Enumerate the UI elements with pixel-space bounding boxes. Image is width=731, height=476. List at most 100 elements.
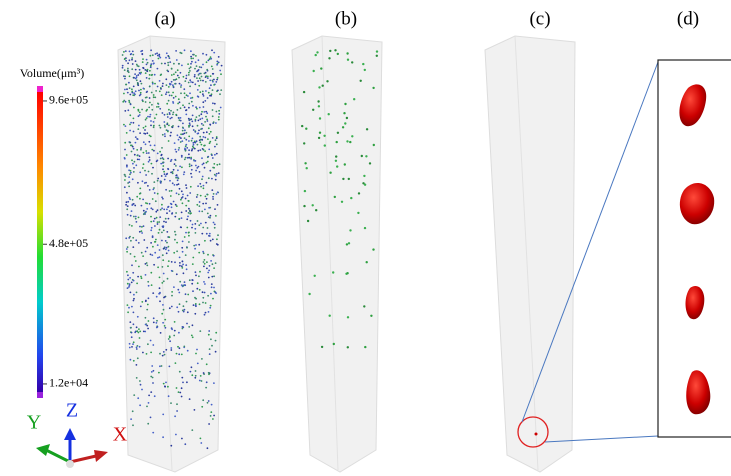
particle	[344, 103, 346, 105]
particle	[137, 182, 139, 184]
particle	[130, 170, 132, 172]
particle	[205, 222, 207, 224]
particle	[131, 59, 133, 61]
particle	[319, 132, 321, 134]
particle	[197, 220, 199, 222]
particle	[194, 377, 196, 379]
particle	[161, 175, 163, 177]
particle	[148, 107, 150, 109]
particle	[198, 59, 200, 61]
particle	[188, 74, 190, 76]
particle	[178, 218, 180, 220]
particle	[207, 97, 209, 99]
particle	[364, 346, 366, 348]
particle	[192, 125, 194, 127]
particle	[192, 146, 194, 148]
particle	[205, 312, 207, 314]
particle	[177, 103, 179, 105]
particle	[163, 221, 165, 223]
particle	[167, 158, 169, 160]
particle	[304, 190, 306, 192]
particle	[148, 297, 150, 299]
particle	[145, 324, 147, 326]
particle	[212, 167, 214, 169]
particle	[186, 132, 188, 134]
particle	[320, 67, 322, 69]
particle	[175, 151, 177, 153]
particle	[202, 80, 204, 82]
particle	[177, 346, 179, 348]
particle	[134, 256, 136, 258]
particle	[162, 355, 164, 357]
particle	[160, 182, 162, 184]
particle	[185, 205, 187, 207]
particle	[184, 106, 186, 108]
particle	[164, 114, 166, 116]
particle	[125, 50, 127, 52]
particle	[158, 106, 160, 108]
particle	[185, 293, 187, 295]
particle	[141, 389, 143, 391]
particle	[149, 203, 151, 205]
particle	[159, 365, 161, 367]
particle	[203, 111, 205, 113]
particle	[208, 277, 210, 279]
particle	[168, 246, 170, 248]
particle	[131, 264, 133, 266]
particle	[152, 60, 154, 62]
particle	[167, 113, 169, 115]
particle	[153, 317, 155, 319]
particle	[212, 196, 214, 198]
particle	[143, 152, 145, 154]
particle	[157, 221, 159, 223]
particle	[126, 271, 128, 273]
particle	[372, 248, 374, 250]
particle	[207, 227, 209, 229]
particle	[167, 62, 169, 64]
particle	[147, 185, 149, 187]
particle	[130, 253, 132, 255]
particle	[162, 162, 164, 164]
particle	[159, 55, 161, 57]
particle	[153, 150, 155, 152]
particle	[157, 160, 159, 162]
particle	[189, 192, 191, 194]
particle	[166, 173, 168, 175]
particle	[212, 89, 214, 91]
particle	[199, 210, 201, 212]
particle	[166, 212, 168, 214]
particle	[178, 63, 180, 65]
particle	[159, 80, 161, 82]
particle	[202, 148, 204, 150]
particle	[145, 202, 147, 204]
particle	[178, 149, 180, 151]
particle	[188, 140, 190, 142]
particle	[204, 121, 206, 123]
particle	[202, 302, 204, 304]
particle	[165, 93, 167, 95]
particle	[175, 50, 177, 52]
particle	[151, 92, 153, 94]
particle	[348, 178, 350, 180]
particle	[177, 109, 179, 111]
particle	[215, 179, 217, 181]
particle	[187, 63, 189, 65]
particle	[126, 208, 128, 210]
particle	[197, 150, 199, 152]
particle	[202, 297, 204, 299]
particle	[144, 69, 146, 71]
particle	[191, 366, 193, 368]
particle	[166, 103, 168, 105]
particle	[343, 112, 345, 114]
particle	[303, 205, 305, 207]
particle	[185, 145, 187, 147]
particle	[145, 211, 147, 213]
particle	[132, 163, 134, 165]
panel-label: (d)	[677, 8, 699, 29]
particle	[179, 392, 181, 394]
particle	[185, 157, 187, 159]
particle	[136, 77, 138, 79]
particle	[132, 199, 134, 201]
particle	[124, 69, 126, 71]
particle	[136, 377, 138, 379]
